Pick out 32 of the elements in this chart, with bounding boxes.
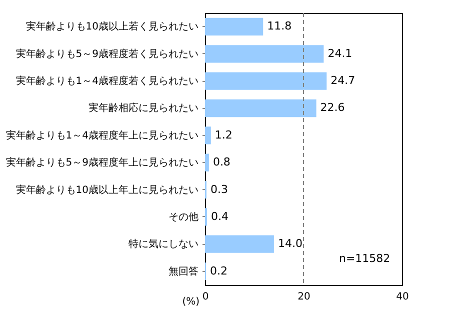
y-tick-label: 実年齢よりも1～4歳程度若く見られたい [16, 75, 198, 88]
annotation: n=11582 [338, 252, 390, 266]
data-label: 1.2 [214, 128, 232, 142]
bar [205, 126, 211, 144]
bar [205, 235, 274, 253]
y-tick-label: 無回答 [168, 265, 198, 278]
data-label: 11.8 [267, 20, 292, 33]
bar [205, 45, 324, 63]
bar [205, 154, 209, 172]
bar [205, 99, 316, 118]
data-label: 24.1 [328, 46, 352, 60]
data-label: 0.8 [212, 156, 230, 169]
data-label: 0.3 [210, 182, 228, 196]
bar [205, 72, 327, 90]
data-label: 0.4 [210, 210, 228, 223]
x-tick-label: 40 [396, 292, 409, 302]
data-label: 0.2 [210, 264, 228, 278]
y-tick-label: 実年齢よりも10歳以上若く見られたい [26, 20, 198, 33]
x-tick-label: 20 [298, 292, 310, 302]
y-tick-label: 実年齢よりも5～9歳程度若く見られたい [16, 48, 198, 60]
y-tick-label: 特に気にしない [128, 238, 198, 250]
data-label: 14.0 [278, 237, 302, 250]
bar [205, 18, 264, 36]
y-tick-label: 実年齢相応に見られたい [88, 102, 198, 114]
y-tick-label: 実年齢よりも5～9歳程度年上に見られたい [6, 156, 198, 169]
x-tick-label: 0 [202, 292, 209, 302]
y-tick-label: 実年齢よりも10歳以上年上に見られたい [16, 184, 198, 196]
data-label: 24.7 [330, 74, 356, 88]
x-axis-title: (%) [182, 296, 200, 308]
data-label: 22.6 [320, 101, 345, 114]
y-tick-label: その他 [168, 210, 198, 223]
y-tick-label: 実年齢よりも1～4歳程度年上に見られたい [6, 129, 198, 142]
